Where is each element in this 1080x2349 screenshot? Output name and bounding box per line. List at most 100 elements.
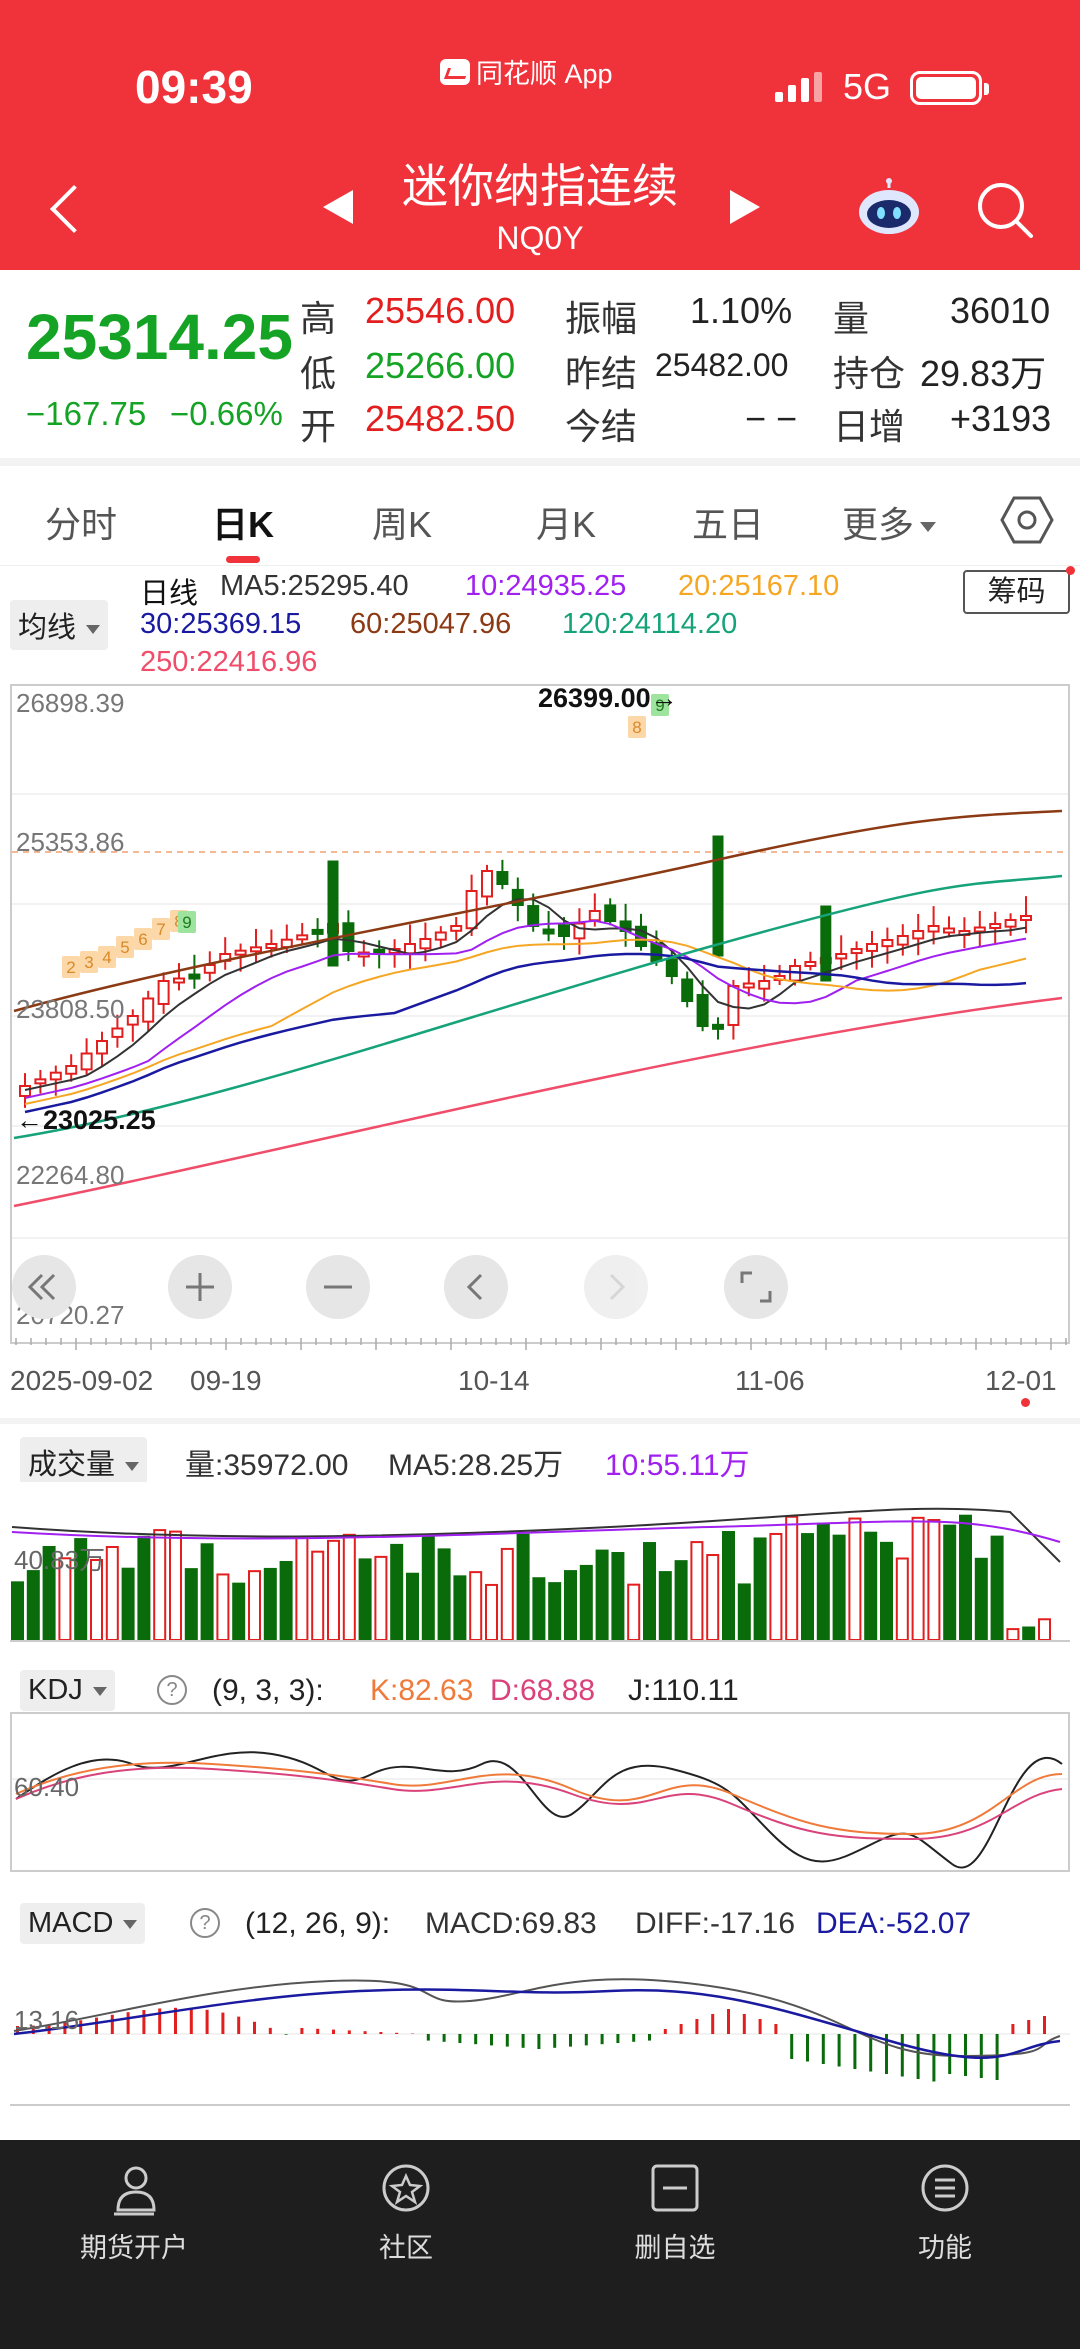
volume-chart-panel[interactable] — [10, 1482, 1070, 1642]
nav-community[interactable]: 社区 — [296, 2150, 516, 2265]
tab-weekly-k[interactable]: 周K — [372, 504, 433, 545]
next-contract-button[interactable] — [730, 190, 760, 224]
macd-histogram-bar — [679, 2024, 683, 2034]
period-low-marker: ←23025.25 — [16, 1105, 156, 1135]
macd-histogram-bar — [490, 2034, 493, 2046]
volume-bar — [801, 1533, 814, 1641]
nav-functions[interactable]: 功能 — [835, 2150, 1055, 2265]
volume-bar — [564, 1570, 577, 1641]
candle-body — [265, 943, 278, 949]
scroll-left-button[interactable] — [444, 1255, 508, 1319]
candle-body — [496, 871, 509, 886]
sequence-marker: 2 — [62, 956, 80, 978]
sequence-marker: 9 — [178, 911, 196, 933]
chip-distribution-button[interactable]: 筹码 — [963, 570, 1070, 614]
chevron-down-icon — [86, 624, 101, 634]
volume-bar — [785, 1515, 799, 1641]
help-icon[interactable]: ? — [190, 1908, 220, 1939]
sequence-count: 9 — [655, 696, 664, 715]
candle-body — [804, 961, 817, 967]
fullscreen-button[interactable] — [724, 1255, 788, 1319]
candle-body — [989, 923, 1002, 929]
search-icon[interactable] — [975, 180, 1035, 240]
nav-remove-watchlist[interactable]: 删自选 — [565, 2150, 785, 2265]
kdj-indicator-dropdown[interactable]: KDJ — [20, 1670, 115, 1711]
nav-remove-watchlist-label: 删自选 — [634, 2233, 716, 2263]
candle-body — [527, 905, 540, 927]
macd-histogram-bar — [95, 2017, 98, 2034]
status-app-label: 同花顺 App — [440, 52, 613, 91]
tab-five-day[interactable]: 五日 — [692, 504, 765, 545]
date-label-5: 12-01 — [985, 1365, 1057, 1396]
macd-histogram-bar — [695, 2019, 699, 2034]
page-title: 迷你纳指连续 — [402, 160, 678, 212]
candle-body — [19, 1085, 31, 1097]
settings-gear-icon[interactable] — [1000, 495, 1054, 545]
volume-bar — [864, 1531, 878, 1641]
volume-bar — [579, 1564, 593, 1641]
macd-histogram-bar — [205, 2009, 209, 2034]
sequence-count: 8 — [632, 718, 641, 737]
macd-chart-panel[interactable] — [10, 1946, 1070, 2106]
help-icon[interactable]: ? — [157, 1675, 187, 1706]
macd-histogram-bar — [711, 2014, 715, 2034]
prev-settle-value: 25482.00 — [655, 347, 789, 383]
ma120-line — [13, 874, 1063, 1140]
kline-chart-panel[interactable]: 2345678998 — [10, 684, 1070, 1344]
volume-chart — [11, 1507, 1061, 1642]
macd-histogram-bar — [363, 2031, 367, 2034]
indicator-label: 均线 — [18, 612, 77, 644]
zoom-in-button[interactable] — [168, 1255, 232, 1319]
volume-ma10: 10:55.11万 — [605, 1449, 750, 1482]
y-axis-label-1: 26898.39 — [16, 688, 125, 718]
candle-body — [511, 888, 524, 906]
contract-code: NQ0Y — [496, 220, 584, 256]
volume-axis-label: 40.83万 — [14, 1545, 106, 1575]
sequence-marker: 7 — [152, 918, 170, 940]
nav-futures-account[interactable]: 期货开户 — [24, 2150, 244, 2265]
macd-histogram-bar — [284, 2034, 288, 2035]
candle-body — [665, 958, 678, 977]
kdj-help: ? — [157, 1672, 187, 1706]
tab-more[interactable]: 更多 — [842, 496, 937, 548]
date-label-3: 10-14 — [458, 1365, 530, 1396]
zoom-out-button[interactable] — [306, 1255, 370, 1319]
macd-histogram-bar — [648, 2034, 651, 2041]
macd-histogram-bar — [458, 2034, 462, 2043]
candle-body — [866, 943, 878, 952]
volume-ma5: MA5:28.25万 — [388, 1449, 564, 1482]
kdj-chart-panel[interactable] — [10, 1712, 1070, 1872]
candle-body — [342, 922, 355, 952]
volume-bar — [516, 1533, 530, 1642]
macd-indicator-dropdown[interactable]: MACD — [20, 1903, 146, 1944]
volume-indicator-dropdown[interactable]: 成交量 — [20, 1437, 148, 1487]
macd-histogram-bar — [1027, 2020, 1031, 2034]
macd-histogram-bar — [332, 2029, 335, 2034]
network-type: 5G — [843, 66, 892, 107]
tab-monthly-k[interactable]: 月K — [536, 504, 597, 545]
oi-label: 持仓 — [833, 353, 906, 394]
date-label-4: 11-06 — [735, 1365, 805, 1396]
indicator-dropdown[interactable]: 均线 — [10, 600, 109, 650]
scroll-right-button[interactable] — [584, 1255, 648, 1319]
candle-body — [881, 939, 894, 948]
prev-contract-button[interactable] — [323, 190, 353, 224]
macd-histogram-bar — [442, 2034, 446, 2042]
volume-bar — [595, 1549, 609, 1641]
tab-daily-k[interactable]: 日K — [212, 504, 274, 545]
volume-bar — [327, 1539, 340, 1641]
volume-bar — [690, 1541, 704, 1641]
tab-intraday[interactable]: 分时 — [45, 504, 118, 545]
community-icon — [376, 2160, 436, 2220]
last-price: 25314.25 — [26, 301, 293, 373]
sequence-count: 2 — [66, 958, 75, 977]
ma30-line — [24, 952, 1027, 1114]
kdj-k-line — [15, 1761, 1063, 1836]
macd-histogram-bar — [758, 2019, 762, 2034]
macd-diff-value: DIFF:-17.16 — [635, 1907, 796, 1940]
assistant-robot-icon[interactable] — [855, 178, 923, 236]
nav-community-label: 社区 — [379, 2233, 433, 2263]
volume-bar — [263, 1567, 277, 1641]
sequence-count: 3 — [84, 953, 93, 972]
zoom-out-far-button[interactable] — [12, 1255, 76, 1319]
